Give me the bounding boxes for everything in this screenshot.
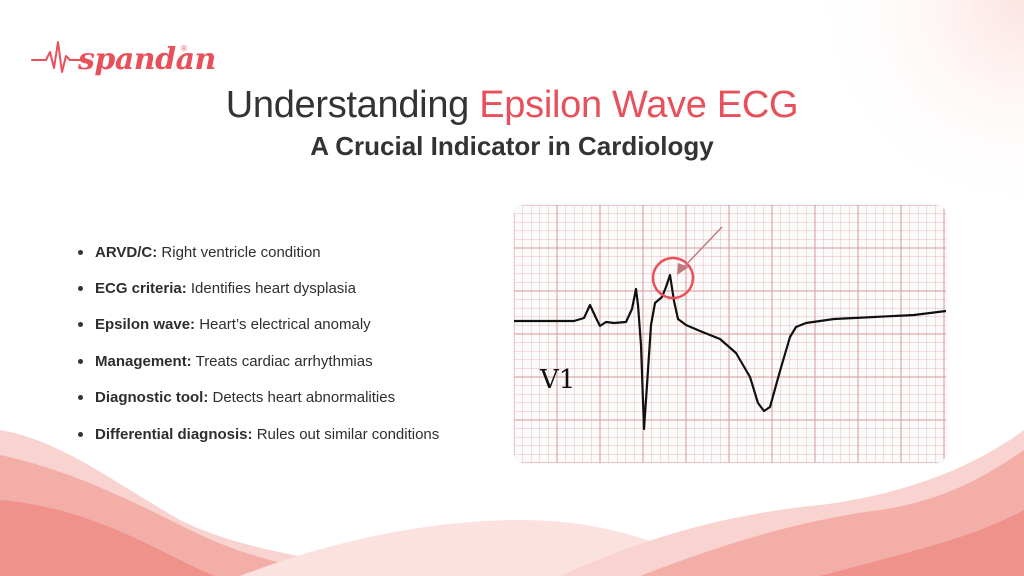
bullet-term: ECG criteria:: [95, 280, 187, 298]
bullet-item: Differential diagnosis: Rules out simila…: [78, 416, 439, 452]
wave-right-dark: [820, 510, 1024, 576]
ecg-trace-graphic: [514, 205, 946, 463]
bullet-dot-icon: [78, 358, 83, 364]
logo-heartbeat-icon: [31, 41, 81, 73]
bullet-term: Management:: [95, 352, 192, 370]
bullet-term: Epsilon wave:: [95, 316, 196, 334]
title-text: Understanding: [225, 84, 480, 126]
bullet-description: Heart’s electrical anomaly: [195, 316, 371, 334]
bullet-description: Identifies heart dysplasia: [186, 280, 356, 298]
wave-left-dark: [0, 500, 215, 576]
page-title: Understanding Epsilon Wave ECG: [0, 84, 1024, 127]
wave-right-mid: [640, 450, 1024, 576]
bullet-description: Rules out similar conditions: [252, 425, 440, 443]
bullet-item: ECG criteria: Identifies heart dysplasia: [78, 270, 439, 306]
epsilon-arrow-head-icon: [677, 263, 689, 275]
bullet-dot-icon: [78, 286, 83, 292]
ecg-waveform: [514, 273, 946, 431]
epsilon-wave-highlight-circle: [651, 256, 695, 300]
bullet-term: Differential diagnosis:: [95, 425, 253, 443]
bullet-dot-icon: [78, 249, 83, 255]
bullet-item: Diagnostic tool: Detects heart abnormali…: [78, 380, 439, 416]
bullet-description: Right ventricle condition: [157, 243, 321, 261]
page-subtitle: A Crucial Indicator in Cardiology: [310, 131, 714, 161]
logo-registered-mark: ®: [181, 44, 187, 53]
bullet-item: Management: Treats cardiac arrhythmias: [78, 343, 439, 379]
bullet-item: ARVD/C: Right ventricle condition: [78, 234, 439, 270]
bullet-term: Diagnostic tool:: [95, 389, 209, 407]
bullet-dot-icon: [78, 322, 83, 328]
bullet-item: Epsilon wave: Heart’s electrical anomaly: [78, 307, 439, 343]
ecg-strip-image: V1: [514, 205, 946, 463]
bullet-dot-icon: [78, 395, 83, 401]
ecg-lead-label: V1: [540, 365, 576, 395]
bullet-description: Treats cardiac arrhythmias: [191, 352, 373, 370]
bullet-term: ARVD/C:: [95, 243, 158, 261]
bullet-dot-icon: [78, 431, 83, 437]
title-accent: Epsilon Wave ECG: [479, 84, 799, 126]
bullet-list: ARVD/C: Right ventricle condition ECG cr…: [78, 234, 439, 452]
bullet-description: Detects heart abnormalities: [208, 389, 396, 407]
epsilon-arrow-shaft: [681, 226, 723, 270]
logo-text: spandan: [78, 42, 216, 77]
